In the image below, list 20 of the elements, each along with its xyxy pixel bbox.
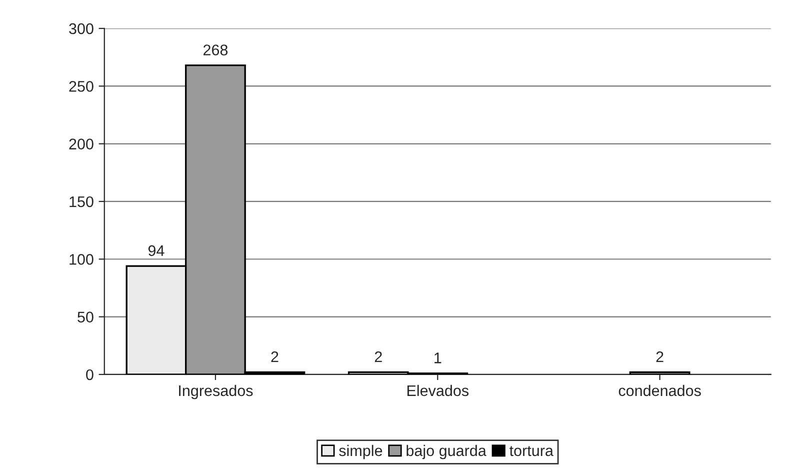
y-tick-label: 200 [69,138,94,150]
x-tick-label: condenados [618,384,701,396]
legend-label: tortura [510,446,554,456]
x-tick-label: Ingresados [179,384,253,400]
legend-label: simple [339,444,382,460]
legend-label: bajo guarda [406,444,486,460]
y-tick-label: 250 [69,80,94,92]
data-label: 2 [271,351,278,362]
y-tick-label: 100 [70,254,94,265]
bar [629,371,690,374]
data-label: 2 [374,351,382,362]
y-tick-label: 300 [69,23,94,34]
data-label: 2 [656,351,664,362]
y-tick-label: 0 [86,369,94,380]
y-tick-label: 50 [78,312,94,322]
x-tick-label: Elevados [407,384,469,396]
data-label: 1 [434,352,442,364]
data-label: 94 [148,245,164,256]
data-label: 268 [203,44,228,56]
y-tick-label: 150 [70,196,94,208]
